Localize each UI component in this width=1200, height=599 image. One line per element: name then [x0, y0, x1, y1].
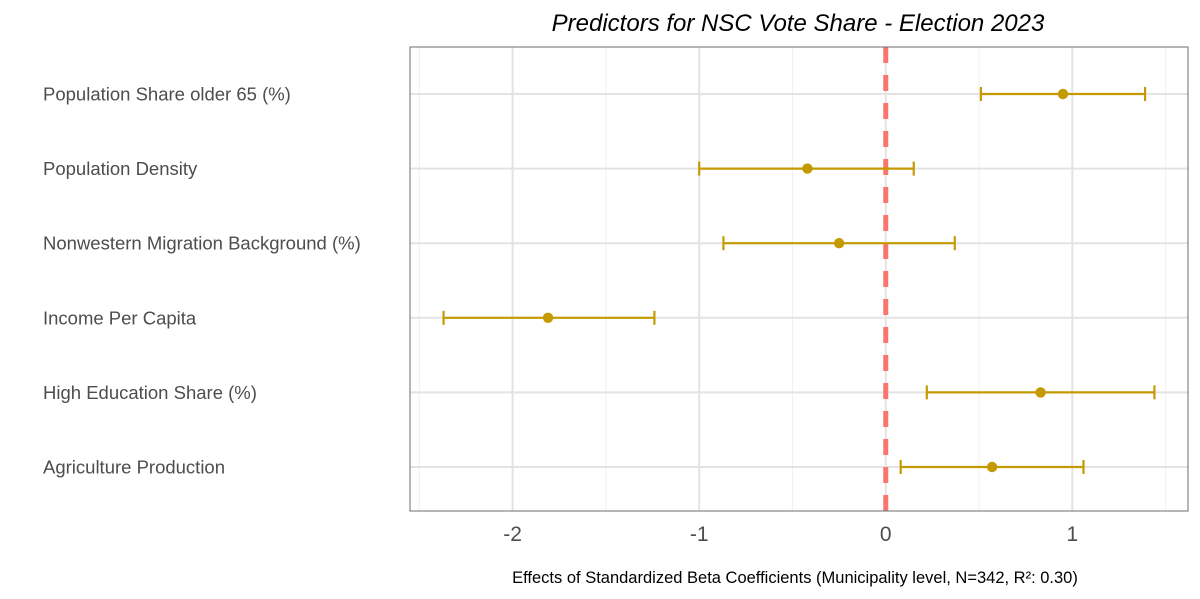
y-axis-label: Agriculture Production — [43, 457, 225, 478]
y-axis-label: High Education Share (%) — [43, 382, 257, 403]
coefficient-marks — [442, 87, 1156, 474]
chart-title: Predictors for NSC Vote Share - Election… — [552, 10, 1045, 37]
grid-lines — [410, 47, 1188, 511]
x-axis-tick-labels: -2 -1 0 1 — [503, 523, 1078, 546]
coefficient-point — [542, 312, 554, 323]
coefficient-point — [1035, 387, 1046, 398]
x-axis-tick-label: -1 — [690, 523, 709, 546]
coefficient-point — [986, 461, 998, 473]
coefficient-point — [802, 163, 813, 174]
x-axis-tick-label: 1 — [1066, 523, 1078, 546]
y-axis-label: Income Per Capita — [43, 307, 197, 328]
x-axis-tick-label: 0 — [880, 523, 892, 546]
coefficient-point — [833, 238, 845, 249]
plot-panel-border — [409, 46, 1189, 512]
x-axis-tick-label: -2 — [503, 523, 522, 546]
x-axis-label: Effects of Standardized Beta Coefficient… — [512, 569, 1078, 587]
y-axis-label: Population Share older 65 (%) — [43, 84, 291, 105]
y-axis-label: Population Density — [43, 158, 198, 179]
coefficient-point — [1057, 88, 1069, 100]
y-axis-labels: Population Share older 65 (%) Population … — [43, 84, 361, 478]
y-axis-label: Nonwestern Migration Background (%) — [43, 233, 361, 254]
